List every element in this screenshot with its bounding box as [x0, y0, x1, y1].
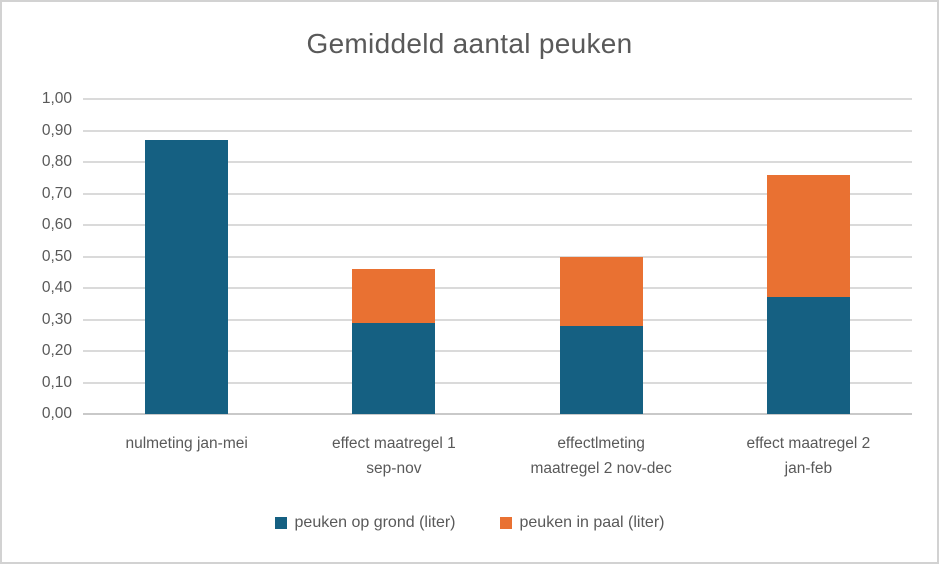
bar-segment: [352, 269, 436, 323]
y-tick-label: 0,00: [41, 405, 72, 422]
x-axis-label: effectlmeting maatregel 2 nov-dec: [498, 431, 705, 481]
legend-item: peuken op grond (liter): [274, 514, 456, 532]
y-tick-label: 1,00: [41, 90, 72, 107]
x-axis: nulmeting jan-mei effect maatregel 1 sep-n…: [83, 431, 912, 481]
y-tick-label: 0,20: [41, 342, 72, 359]
bar-segment: [559, 256, 643, 326]
y-tick-label: 0,50: [41, 247, 72, 265]
x-axis-label-line: effect maatregel 1: [331, 435, 456, 452]
legend-label: peuken in paal (liter): [519, 514, 665, 531]
x-axis-line: [83, 413, 912, 415]
x-axis-label: effect maatregel 2 jan-feb: [705, 431, 912, 481]
gridline: [83, 255, 912, 258]
y-tick-label: 0,30: [41, 310, 72, 328]
x-axis-label-line: maatregel 2 nov-dec: [530, 460, 672, 477]
gridline: [83, 318, 912, 321]
bar-segment: [766, 297, 850, 414]
bar-segment: [352, 322, 436, 414]
legend-swatch-icon: [274, 517, 287, 529]
y-tick-label: 0,40: [41, 279, 72, 296]
x-axis-label-line: nulmeting jan-mei: [125, 435, 248, 452]
y-tick-label: 0,80: [41, 153, 72, 170]
gridline: [83, 287, 912, 289]
y-tick-label: 0,60: [41, 216, 72, 233]
legend-swatch-icon: [499, 517, 512, 529]
plot-area: [83, 98, 912, 415]
x-axis-label-line: sep-nov: [366, 460, 422, 477]
gridline: [83, 224, 912, 226]
y-tick-label: 0,10: [41, 373, 72, 391]
x-axis-label-line: effectlmeting: [557, 435, 645, 452]
chart-title: Gemiddeld aantal peuken: [306, 28, 633, 59]
bar-segment: [559, 325, 643, 414]
x-axis-label: nulmeting jan-mei: [83, 431, 290, 481]
gridline: [83, 161, 912, 163]
bar-segment: [766, 174, 850, 298]
gridline: [83, 381, 912, 384]
x-axis-label: effect maatregel 1 sep-nov: [290, 431, 497, 481]
gridline: [83, 350, 912, 352]
y-tick-label: 0,70: [41, 184, 72, 202]
gridline: [83, 129, 912, 132]
x-axis-label-line: jan-feb: [784, 460, 833, 477]
x-axis-label-line: effect maatregel 2: [746, 435, 871, 452]
gridline: [83, 192, 912, 195]
bar-segment: [145, 139, 229, 414]
y-tick-label: 0,90: [41, 121, 72, 139]
gridline: [83, 98, 912, 100]
legend: peuken op grond (liter) peuken in paal (l…: [2, 514, 937, 532]
legend-label: peuken op grond (liter): [294, 514, 456, 531]
legend-item: peuken in paal (liter): [499, 514, 665, 532]
